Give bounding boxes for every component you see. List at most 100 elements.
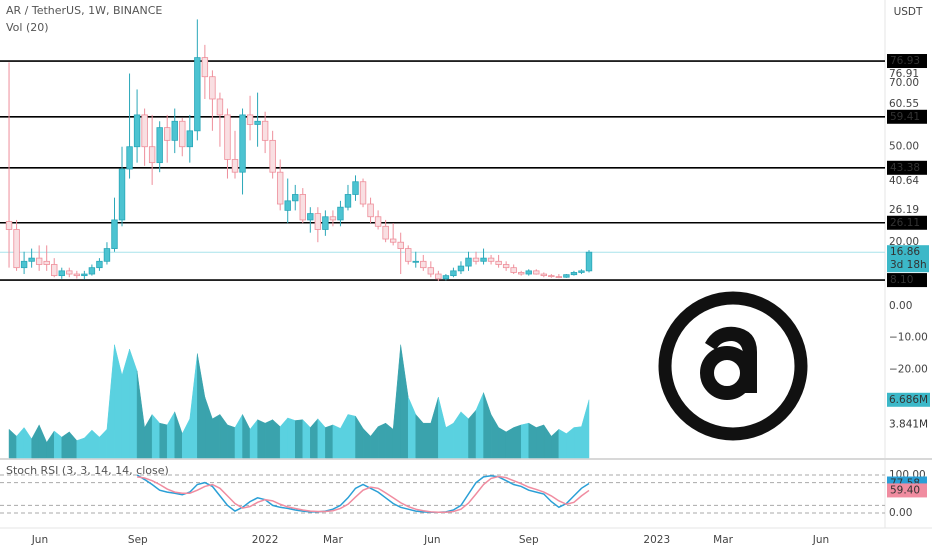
candle-body	[322, 216, 329, 230]
candle-body	[28, 257, 35, 262]
volume-tick-label: 6.686M	[889, 394, 928, 406]
candle-body	[118, 168, 126, 221]
candle-body	[472, 257, 480, 262]
volume-area	[528, 422, 537, 459]
candle-body	[299, 194, 306, 221]
candle-body	[35, 257, 43, 265]
volume-area	[460, 411, 469, 459]
volume-area	[212, 414, 221, 459]
candle-body	[329, 216, 337, 221]
candle-body	[111, 219, 118, 249]
volume-area	[423, 422, 432, 459]
volume-area	[377, 422, 386, 459]
candle-body	[261, 120, 269, 141]
last-price-box	[887, 245, 929, 273]
last-price-label: 16.86	[890, 246, 920, 258]
candle-body	[216, 98, 224, 116]
candle-body	[548, 275, 555, 278]
volume-area	[332, 424, 341, 459]
level-label: 59.41	[890, 111, 920, 123]
candle-body	[337, 206, 344, 221]
candle-body	[352, 181, 359, 195]
candle-body	[578, 270, 585, 273]
stoch-value-label: 59.40	[890, 484, 920, 496]
candle-body	[540, 273, 548, 277]
candle-body	[450, 270, 457, 277]
candle-body	[367, 203, 374, 218]
candle-body	[435, 273, 442, 280]
candle-body	[141, 114, 148, 148]
candle-body	[73, 273, 81, 277]
candle-body	[5, 221, 13, 230]
stoch-line	[136, 475, 590, 513]
candle-body	[66, 270, 73, 275]
candle-body	[389, 238, 397, 243]
candle-body	[382, 225, 389, 240]
level-label: 43.38	[890, 162, 920, 174]
volume-area	[325, 424, 334, 459]
level-box	[887, 215, 927, 230]
candle-body	[344, 194, 352, 208]
level-box	[887, 160, 927, 175]
x-tick-label: Jun	[812, 534, 829, 546]
y-tick-label: −10.00	[889, 332, 928, 344]
candle-body	[307, 213, 314, 221]
x-tick-label: Jun	[31, 534, 48, 546]
candle-body	[201, 57, 209, 78]
logo-a-stem	[705, 326, 757, 393]
level-box	[887, 54, 927, 69]
volume-area	[498, 427, 507, 459]
candle-body	[88, 267, 96, 275]
volume-area	[536, 424, 545, 459]
y-tick-label: 60.55	[889, 98, 919, 110]
candle-body	[397, 241, 404, 249]
volume-tick-label: 3.841M	[889, 419, 928, 431]
x-tick-label: Jun	[423, 534, 440, 546]
x-tick-label: Sep	[519, 534, 539, 546]
y-tick-label: −20.00	[889, 364, 928, 376]
volume-area	[287, 417, 296, 459]
candle-body	[148, 146, 156, 164]
candle-body	[156, 127, 163, 164]
volume-area	[264, 419, 273, 459]
volume-box	[887, 392, 930, 407]
volume-area	[227, 424, 236, 459]
candle-body	[284, 200, 291, 211]
volume-title: Vol (20)	[6, 21, 49, 34]
x-tick-label: 2022	[252, 534, 279, 546]
y-tick-label: 26.19	[889, 204, 919, 216]
y-tick-label: 70.00	[889, 77, 919, 89]
volume-area	[445, 422, 454, 459]
candle-body	[209, 76, 216, 100]
volume-area	[295, 419, 304, 459]
y-tick-label: 0.00	[889, 300, 912, 312]
candle-body	[179, 120, 186, 148]
candle-body	[533, 270, 540, 275]
volume-area	[573, 426, 582, 459]
volume-area	[468, 409, 477, 459]
stoch-tick-label: 0.00	[889, 507, 912, 519]
candle-body	[96, 260, 103, 269]
volume-area	[558, 428, 567, 459]
x-tick-label: Sep	[128, 534, 148, 546]
level-box	[887, 109, 927, 124]
x-tick-label: Mar	[323, 534, 343, 546]
volume-area	[520, 422, 529, 459]
level-label: 8.10	[890, 274, 913, 286]
x-tick-label: Mar	[713, 534, 733, 546]
volume-area	[347, 414, 356, 459]
y-tick-label: 76.91	[889, 68, 919, 80]
stoch-line	[136, 474, 590, 513]
candle-body	[186, 130, 194, 148]
logo-ring	[658, 291, 808, 441]
volume-area	[272, 419, 281, 459]
countdown-label: 3d 18h	[890, 259, 927, 271]
candle-body	[292, 194, 299, 202]
volume-area	[76, 437, 85, 459]
volume-area	[385, 422, 394, 459]
candle-body	[359, 181, 367, 205]
candle-body	[420, 260, 427, 269]
level-label: 26.11	[890, 217, 920, 229]
candle-body	[43, 260, 50, 265]
candle-body	[164, 127, 171, 141]
